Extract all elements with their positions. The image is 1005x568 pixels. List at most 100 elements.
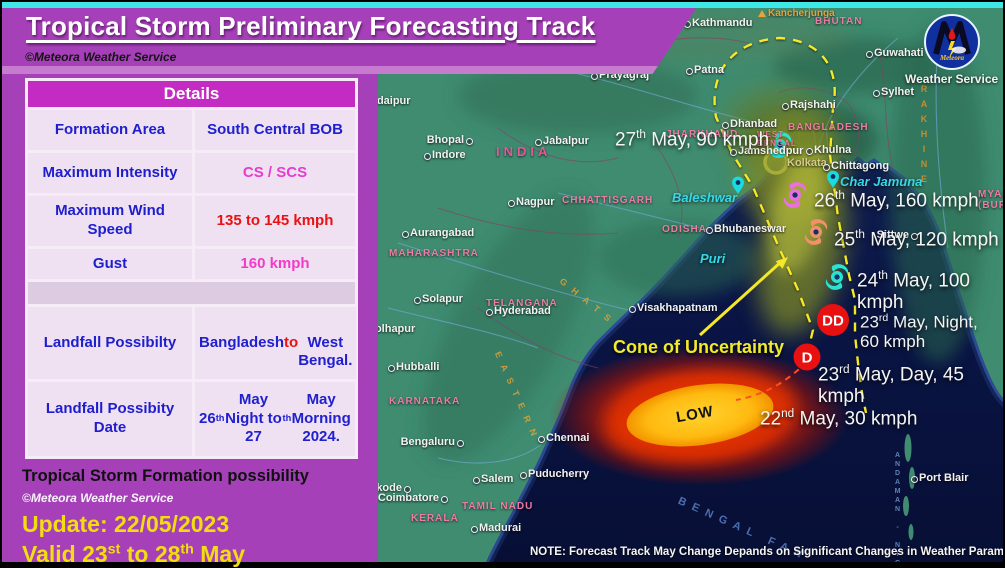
value-segment: to	[284, 333, 299, 351]
city-dot	[473, 477, 480, 484]
title-banner: Tropical Storm Preliminary Forecasting T…	[2, 8, 697, 74]
map-note: NOTE: Forecast Track May Change Depands …	[530, 546, 1003, 558]
region-label: TAMIL NADU	[462, 501, 534, 512]
water-label: Puri	[700, 251, 726, 266]
region-label: JHARKHAND	[666, 129, 739, 140]
top-accent-strip	[2, 2, 1003, 8]
track-point-label: 24th May, 100 kmph	[857, 269, 970, 314]
city-label: Khulna	[814, 144, 852, 156]
low-label: LOW	[674, 402, 716, 427]
city-label: Madurai	[479, 522, 522, 534]
depression-disc-icon	[817, 304, 849, 336]
region-label: MAHARASHTRA	[389, 248, 479, 259]
borders	[437, 37, 894, 369]
map-base-svg: DDD Meteora	[378, 8, 1003, 562]
table-row: Gust 160 kmph	[28, 249, 355, 279]
table-row-value: Bangladesh to West Bengal.	[195, 307, 357, 379]
city-label: Port Blair	[919, 472, 969, 484]
city-label: Bengaluru	[400, 436, 455, 448]
table-row: Maximum Intensity CS / SCS	[28, 153, 355, 193]
city-dot	[457, 440, 464, 447]
cone-glow	[723, 86, 847, 335]
peak-label: Kancherjunga	[768, 8, 835, 19]
footer-credit: ©Meteora Weather Service	[22, 491, 174, 505]
city-label: Bhopal	[426, 134, 464, 146]
city-label: Rajshahi	[790, 99, 836, 111]
track-point-label: 23rd May, Day, 45 kmph	[818, 363, 964, 408]
city-dot	[591, 73, 598, 80]
table-row-value: CS / SCS	[195, 153, 355, 193]
city-dot	[806, 148, 813, 155]
city-dot	[508, 200, 515, 207]
table-row-label: Formation Area	[28, 110, 192, 150]
track-point-label: 22nd May, 30 kmph	[760, 407, 918, 430]
city-label: Kolhapur	[378, 323, 416, 335]
region-label: INDIA	[496, 144, 552, 159]
meteora-logo: Meteora	[924, 14, 980, 70]
table-row-value: 160 kmph	[195, 249, 355, 279]
city-dot	[404, 486, 411, 493]
track-point-label: 27th May, 90 kmph	[615, 128, 770, 151]
table-row: Maximum Wind Speed 135 to 145 kmph	[28, 196, 355, 246]
city-label: Nagpur	[516, 196, 555, 208]
depression-disc-text: D	[802, 350, 813, 367]
details-table-header: Details	[28, 81, 355, 107]
city-dot	[911, 476, 918, 483]
water-label: Char Jamuna	[840, 174, 923, 189]
city-dot	[441, 496, 448, 503]
city-dot	[520, 472, 527, 479]
city-dot	[471, 526, 478, 533]
city-label: Chittagong	[831, 160, 890, 172]
depression-disc-icon	[793, 343, 821, 371]
city-label: Jamshedpur	[738, 145, 804, 157]
value-segment: Bangladesh	[199, 333, 285, 351]
cone-pointer-arrow	[698, 257, 788, 337]
city-dot	[782, 103, 789, 110]
footer-heading: Tropical Storm Formation possibility	[22, 467, 309, 485]
track-dashed-connector	[735, 361, 808, 401]
city-label: Kolkata	[787, 157, 827, 169]
city-label: Coimbatore	[378, 492, 439, 504]
vertical-range-label: ANDAMAN - NICOBAR	[894, 452, 901, 562]
region-label: ODISHA	[662, 224, 707, 235]
city-label: Sylhet	[881, 86, 915, 98]
region-label: CHHATTISGARH	[562, 195, 654, 206]
table-row: Landfall Possibilty Bangladesh to West Ben…	[28, 307, 357, 379]
rotated-label: EASTERN	[492, 350, 543, 445]
title-credit: ©Meteora Weather Service	[25, 50, 177, 64]
city-label: Guwahati	[874, 47, 924, 59]
city-dot	[388, 365, 395, 372]
footer-valid: Valid 23st to 28th May	[22, 541, 246, 567]
city-label: Puducherry	[528, 468, 590, 480]
region-label: BHUTAN	[815, 16, 863, 27]
city-dot	[402, 231, 409, 238]
region-label: WEST BENGAL	[757, 130, 797, 148]
svg-text:Meteora: Meteora	[939, 54, 965, 62]
region-label: BANGLADESH	[788, 122, 869, 133]
table-row-label: Landfall Possibilty	[28, 307, 192, 379]
track-point-label: 26th May, 160 kmph	[814, 189, 979, 212]
cone-of-uncertainty-outline	[713, 36, 868, 414]
track-point-label: 25th May, 120 kmph	[834, 228, 999, 251]
mountain-peak-icon	[758, 10, 766, 17]
city-dot	[706, 227, 713, 234]
city-dot	[866, 51, 873, 58]
table-row-value: South Central BOB	[195, 110, 355, 150]
city-label: Hyderabad	[494, 305, 551, 317]
region-label: KERALA	[411, 513, 459, 524]
city-label: Hubballi	[396, 361, 440, 373]
city-dot	[486, 309, 493, 316]
track-point-label: 23rd May, Night, 60 kmph	[860, 312, 978, 352]
city-dot	[629, 306, 636, 313]
table-row-value: 135 to 145 kmph	[195, 196, 355, 246]
depression-disc-text: DD	[822, 313, 844, 330]
city-dot	[535, 139, 542, 146]
city-dot	[873, 90, 880, 97]
city-dot	[686, 68, 693, 75]
forecast-map: DD D Meteora BHUTAN BANGLADESH JHARKHAND WES…	[378, 8, 1003, 562]
footer-block: Tropical Storm Formation possibility ©Me…	[22, 467, 372, 568]
city-label: Kozhikode	[378, 482, 402, 494]
water-label: Baleshwar	[672, 190, 738, 205]
table-row-label: Landfall Possibity Date	[28, 382, 192, 456]
